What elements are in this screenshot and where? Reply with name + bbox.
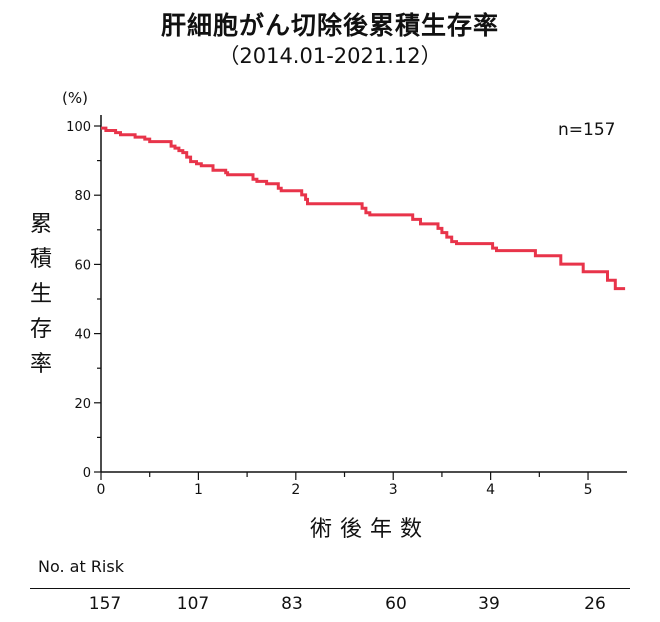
- chart-subtitle: （2014.01-2021.12）: [218, 44, 442, 68]
- y-tick-label: 60: [74, 258, 91, 273]
- sample-size-annotation: n=157: [558, 120, 616, 140]
- x-tick-label: 3: [389, 482, 398, 498]
- y-tick-label: 0: [83, 466, 91, 481]
- y-axis-unit: (%): [62, 89, 88, 107]
- y-axis-label-char: 累: [29, 212, 52, 237]
- x-tick-label: 1: [194, 482, 203, 498]
- y-axis-label-char: 積: [29, 247, 52, 272]
- x-tick-label: 2: [291, 482, 300, 498]
- y-axis-label-char: 生: [29, 282, 52, 307]
- x-tick-label: 0: [97, 482, 106, 498]
- risk-count: 83: [281, 594, 303, 614]
- risk-count: 107: [176, 594, 210, 614]
- x-tick-label: 5: [584, 482, 593, 498]
- y-axis-label: 累積生存率: [28, 207, 54, 382]
- risk-table-title: No. at Risk: [38, 557, 124, 576]
- y-tick-label: 80: [74, 189, 91, 204]
- y-tick-label: 20: [74, 397, 91, 412]
- risk-count: 60: [385, 594, 407, 614]
- y-tick-label: 100: [66, 120, 91, 135]
- y-axis-label-char: 存: [29, 317, 52, 342]
- risk-count: 39: [478, 594, 500, 614]
- x-tick-label: 4: [486, 482, 495, 498]
- chart-title: 肝細胞がん切除後累積生存率: [160, 11, 499, 40]
- risk-count: 26: [584, 594, 606, 614]
- risk-table-divider: [30, 588, 630, 589]
- survival-curve: [101, 126, 626, 291]
- risk-count: 157: [88, 594, 122, 614]
- y-tick-label: 40: [74, 328, 91, 343]
- y-axis-label-char: 率: [29, 352, 52, 377]
- x-axis-label: 術後年数: [309, 517, 430, 542]
